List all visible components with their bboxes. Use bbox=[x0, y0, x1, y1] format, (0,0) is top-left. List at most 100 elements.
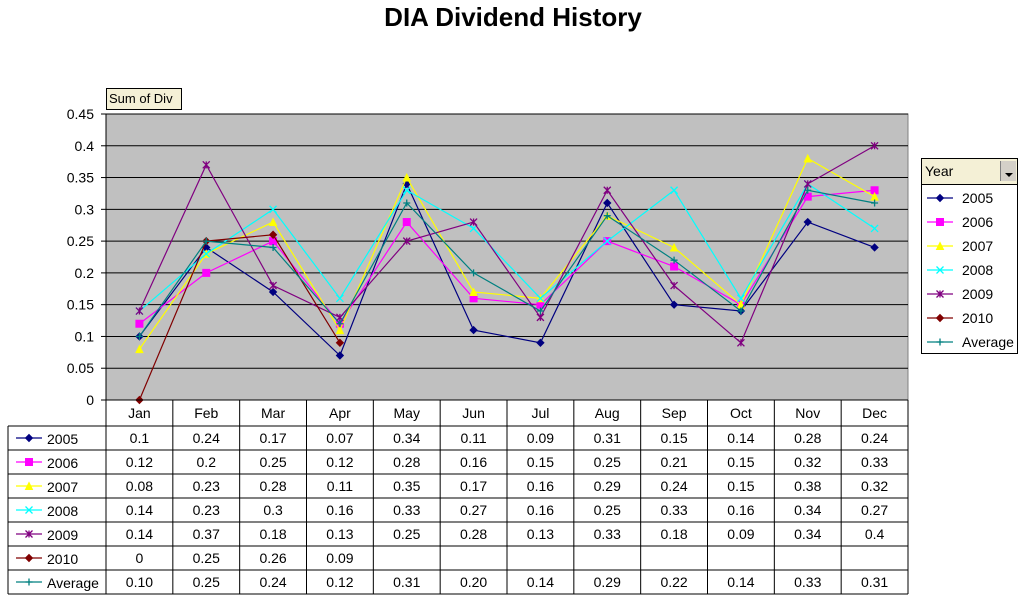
table-cell-value: 0.24 bbox=[259, 574, 286, 590]
data-point bbox=[736, 338, 745, 347]
chart-title: DIA Dividend History bbox=[384, 2, 642, 32]
table-cell-value: 0.08 bbox=[126, 478, 153, 494]
category-label: Jan bbox=[128, 405, 151, 421]
data-point bbox=[669, 300, 679, 309]
data-point bbox=[536, 313, 545, 322]
table-cell-value: 0.15 bbox=[527, 454, 554, 470]
table-cell-value: 0.13 bbox=[527, 526, 554, 542]
data-point bbox=[469, 325, 478, 335]
table-key-marker bbox=[25, 578, 33, 586]
data-point bbox=[403, 199, 411, 207]
legend-label-2008: 2008 bbox=[962, 262, 993, 278]
data-point bbox=[670, 281, 679, 290]
table-cell-value: 0.28 bbox=[259, 478, 286, 494]
data-point bbox=[536, 338, 545, 348]
legend-label-2009: 2009 bbox=[962, 286, 993, 302]
table-cell-value: 0.12 bbox=[326, 454, 353, 470]
table-cell-value: 0 bbox=[136, 550, 144, 566]
legend-label-2007: 2007 bbox=[962, 238, 993, 254]
category-label: Apr bbox=[329, 405, 351, 421]
table-cell-value: 0.25 bbox=[594, 502, 621, 518]
table-cell-value: 0.2 bbox=[197, 454, 217, 470]
data-point bbox=[268, 287, 278, 297]
data-point bbox=[736, 294, 745, 303]
table-cell-value: 0.15 bbox=[727, 454, 754, 470]
table-cell-value: 0.28 bbox=[460, 526, 487, 542]
legend-label-2006: 2006 bbox=[962, 214, 993, 230]
table-cell-value: 0.16 bbox=[727, 502, 754, 518]
year-field-label: Year bbox=[925, 163, 954, 179]
table-cell-value: 0.32 bbox=[861, 478, 888, 494]
table-cell-value: 0.27 bbox=[460, 502, 487, 518]
category-label: Feb bbox=[194, 405, 218, 421]
table-cell-value: 0.12 bbox=[126, 454, 153, 470]
series-average bbox=[135, 186, 879, 340]
table-cell-value: 0.11 bbox=[327, 478, 353, 494]
table-cell-value: 0.13 bbox=[326, 526, 353, 542]
data-point bbox=[402, 218, 411, 227]
data-point bbox=[737, 307, 745, 315]
table-cell-value: 0.16 bbox=[527, 478, 554, 494]
data-point bbox=[469, 218, 478, 227]
y-tick-label: 0 bbox=[86, 392, 94, 408]
table-cell-value: 0.22 bbox=[660, 574, 687, 590]
data-point bbox=[269, 281, 278, 290]
table-key-marker bbox=[24, 433, 34, 443]
table-cell-value: 0.12 bbox=[326, 574, 353, 590]
row-label-2005: 2005 bbox=[47, 431, 78, 447]
data-point bbox=[202, 237, 210, 245]
table-cell-value: 0.09 bbox=[326, 550, 353, 566]
data-point bbox=[336, 320, 344, 328]
table-cell-value: 0.16 bbox=[326, 502, 353, 518]
table-cell-value: 0.18 bbox=[259, 526, 286, 542]
table-cell-value: 0.23 bbox=[193, 478, 220, 494]
data-point bbox=[135, 319, 144, 328]
row-label-2007: 2007 bbox=[47, 479, 78, 495]
series-line-average bbox=[138, 189, 875, 337]
data-point bbox=[470, 269, 478, 277]
table-cell-value: 0.10 bbox=[126, 574, 153, 590]
category-label: Jun bbox=[462, 405, 485, 421]
data-point bbox=[870, 224, 879, 233]
legend-key-marker bbox=[935, 193, 945, 203]
row-label-2008: 2008 bbox=[47, 503, 78, 519]
table-cell-value: 0.24 bbox=[861, 430, 888, 446]
table-cell-value: 0.33 bbox=[393, 502, 420, 518]
row-label-2006: 2006 bbox=[47, 455, 78, 471]
row-label-2010: 2010 bbox=[47, 551, 78, 567]
table-cell-value: 0.17 bbox=[259, 430, 286, 446]
sum-of-div-field-button[interactable]: Sum of Div bbox=[106, 88, 182, 110]
data-point bbox=[202, 249, 211, 258]
y-tick-label: 0.3 bbox=[75, 201, 95, 217]
table-cell-value: 0.09 bbox=[727, 526, 754, 542]
category-label: May bbox=[394, 405, 420, 421]
y-tick-label: 0.15 bbox=[67, 297, 94, 313]
table-cell-value: 0.09 bbox=[527, 430, 554, 446]
category-label: Jul bbox=[531, 405, 549, 421]
table-cell-value: 0.33 bbox=[861, 454, 888, 470]
chevron-down-icon[interactable] bbox=[1000, 161, 1016, 181]
data-point bbox=[402, 237, 411, 246]
year-field-dropdown[interactable]: Year bbox=[922, 159, 1017, 185]
data-point bbox=[268, 217, 278, 227]
data-point bbox=[202, 268, 211, 277]
legend-key-marker bbox=[936, 218, 944, 226]
series-2009 bbox=[135, 141, 879, 347]
table-cell-value: 0.16 bbox=[527, 502, 554, 518]
table-key-marker bbox=[25, 458, 33, 466]
data-point bbox=[335, 338, 345, 348]
legend-label-average: Average bbox=[962, 334, 1014, 350]
table-cell-value: 0.24 bbox=[660, 478, 687, 494]
table-cell-value: 0.4 bbox=[865, 526, 885, 542]
data-point bbox=[402, 186, 411, 195]
y-tick-label: 0.45 bbox=[67, 106, 94, 122]
table-cell-value: 0.37 bbox=[193, 526, 220, 542]
data-point bbox=[135, 344, 144, 354]
category-label: Mar bbox=[261, 405, 285, 421]
row-label-average: Average bbox=[47, 575, 99, 591]
data-point bbox=[335, 325, 345, 335]
category-label: Sep bbox=[662, 405, 687, 421]
data-point bbox=[135, 332, 143, 340]
table-cell-value: 0.29 bbox=[594, 478, 621, 494]
